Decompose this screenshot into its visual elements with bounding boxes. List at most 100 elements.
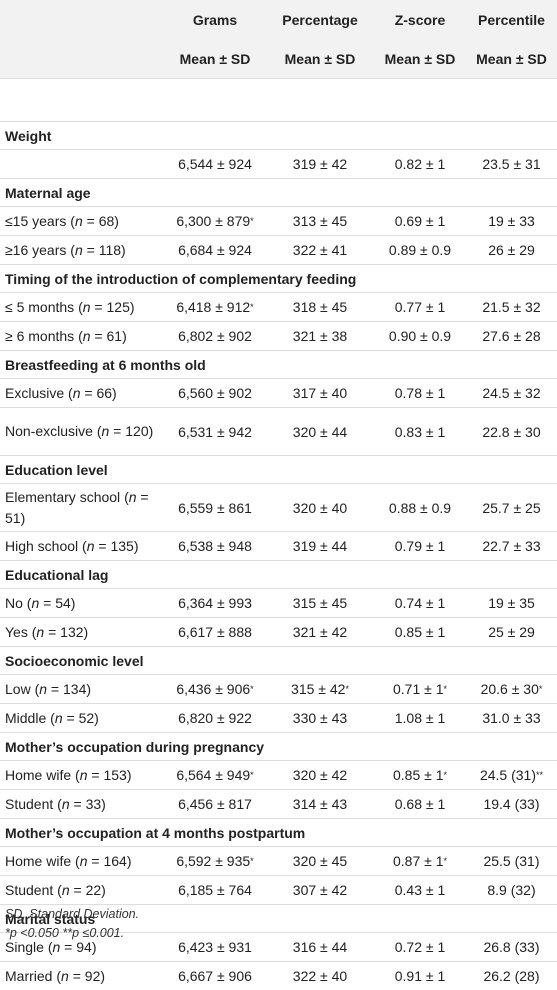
section-header-row: Weight [0, 121, 557, 149]
section-title: Mother’s occupation during pregnancy [5, 738, 265, 755]
row-label: Non-exclusive (n = 120) [5, 408, 167, 455]
row-label-text: Home wife (n = 164) [5, 852, 132, 869]
percentage-value: 319 ± 42 [292, 156, 348, 172]
grams-value: 6,423 ± 931 [178, 939, 252, 955]
grams-value: 6,544 ± 924 [178, 156, 252, 172]
row-label: Home wife (n = 153) [5, 761, 167, 789]
z-score-value: 0.85 ± 1 [392, 767, 444, 783]
grams-value: 6,531 ± 942 [178, 423, 252, 440]
table-row: Student (n = 33) 6,456 ± 817 314 ± 43 0.68 … [0, 789, 557, 818]
grams-value-cell: 6,418 ± 912 * [176, 299, 254, 315]
grams-value: 6,185 ± 764 [178, 882, 252, 898]
percentage-value: 322 ± 40 [292, 968, 348, 984]
percentage-value: 320 ± 44 [292, 423, 348, 440]
percentage-value: 317 ± 40 [292, 385, 348, 401]
percentage-value: 318 ± 45 [292, 299, 348, 315]
z-score-value-cell: 0.79 ± 1 [374, 532, 466, 560]
table-row: ≥ 6 months (n = 61) 6,802 ± 902 321 ± 38 0.… [0, 321, 557, 350]
row-label-text: Student (n = 33) [5, 795, 106, 812]
z-score-value: 0.78 ± 1 [394, 385, 446, 401]
section-header-row: Timing of the introduction of complement… [0, 264, 557, 292]
row-label-text: Single (n = 94) [5, 938, 97, 955]
percentile-value: 27.6 ± 28 [482, 328, 541, 344]
section-header-row: Mother’s occupation during pregnancy [0, 732, 557, 760]
table-row: Non-exclusive (n = 120) 6,531 ± 942 320 ± … [0, 407, 557, 455]
percentage-value-cell: 320 ± 40 [266, 484, 374, 531]
table-header-row: Grams Percentage Z-score Percentile [0, 0, 557, 40]
percentile-value-cell: 26.2 (28) [466, 962, 557, 990]
z-score-value-cell: 0.77 ± 1 [374, 293, 466, 321]
z-score-value-cell: 0.85 ± 1 [374, 618, 466, 646]
section-header-row: Mother’s occupation at 4 months postpart… [0, 818, 557, 846]
row-label-text: Married (n = 92) [5, 967, 106, 984]
table-row: No (n = 54) 6,364 ± 993 315 ± 45 0.74 ± 1 19… [0, 588, 557, 617]
percentage-value-cell: 321 ± 42 [266, 618, 374, 646]
row-label: Low (n = 134) [5, 675, 167, 703]
percentage-value-cell: 316 ± 44 [266, 933, 374, 961]
percentage-value-cell: 320 ± 42 [266, 761, 374, 789]
percentile-value: 22.8 ± 30 [482, 423, 541, 440]
row-label: ≥16 years (n = 118) [5, 236, 167, 264]
row-label: ≤ 5 months (n = 125) [5, 293, 167, 321]
z-score-value: 0.88 ± 0.9 [388, 499, 452, 516]
table-row: ≤ 5 months (n = 125) 6,418 ± 912 * 318 ± 45… [0, 292, 557, 321]
percentile-value: 25.7 ± 25 [482, 499, 541, 516]
section-title: Timing of the introduction of complement… [5, 270, 357, 287]
table-row: Home wife (n = 153) 6,564 ± 949 * 320 ± 42 0… [0, 760, 557, 789]
percentile-value-cell: 25 ± 29 [466, 618, 557, 646]
percentile-value: 21.5 ± 32 [482, 299, 541, 315]
table-row: Elementary school (n = 51) 6,559 ± 861 320… [0, 483, 557, 531]
percentile-value: 26.2 (28) [483, 968, 540, 984]
subheader-percentage: Mean ± SD [284, 51, 356, 67]
z-score-value: 0.87 ± 1 [392, 853, 444, 869]
percentile-value: 8.9 (32) [487, 882, 536, 898]
table-row: Middle (n = 52) 6,820 ± 922 330 ± 43 1.08 ±… [0, 703, 557, 732]
row-label-text: Middle (n = 52) [5, 709, 99, 726]
percentage-value: 322 ± 41 [292, 242, 348, 258]
grams-value-cell: 6,560 ± 902 [166, 379, 264, 407]
percentile-value: 23.5 ± 31 [482, 156, 541, 172]
percentage-value: 330 ± 43 [292, 710, 348, 726]
table-row: High school (n = 135) 6,538 ± 948 319 ± 44… [0, 531, 557, 560]
percentile-value: 19.4 (33) [483, 796, 540, 812]
percentile-value-cell: 24.5 (31) ** [479, 767, 544, 783]
section-title: Socioeconomic level [5, 652, 144, 669]
z-score-value: 0.90 ± 0.9 [388, 328, 452, 344]
row-label-text: High school (n = 135) [5, 537, 139, 554]
row-label-text: Student (n = 22) [5, 881, 106, 898]
percentile-value-cell: 21.5 ± 32 [466, 293, 557, 321]
percentage-value-cell: 322 ± 41 [266, 236, 374, 264]
section-title: Educational lag [5, 566, 109, 583]
z-score-value-cell: 0.87 ± 1 * [392, 853, 447, 869]
section-title: Education level [5, 461, 108, 478]
grams-value: 6,564 ± 949 [176, 767, 251, 783]
percentage-value-cell: 319 ± 42 [266, 150, 374, 178]
z-score-value: 0.69 ± 1 [394, 213, 446, 229]
grams-value-cell: 6,456 ± 817 [166, 790, 264, 818]
percentage-value-cell: 321 ± 38 [266, 322, 374, 350]
row-label [5, 150, 167, 178]
grams-value-cell: 6,185 ± 764 [166, 876, 264, 904]
grams-value: 6,436 ± 906 [176, 681, 251, 697]
percentile-value-cell: 31.0 ± 33 [466, 704, 557, 732]
z-score-value-cell: 0.90 ± 0.9 [374, 322, 466, 350]
z-score-value: 0.89 ± 0.9 [388, 242, 452, 258]
z-score-value-cell: 0.89 ± 0.9 [374, 236, 466, 264]
percentage-value: 319 ± 44 [292, 538, 348, 554]
z-score-value: 0.77 ± 1 [394, 299, 446, 315]
grams-value-cell: 6,564 ± 949 * [176, 767, 254, 783]
table-row: Low (n = 134) 6,436 ± 906 * 315 ± 42 * 0.71 ±… [0, 674, 557, 703]
z-score-value-cell: 0.82 ± 1 [374, 150, 466, 178]
row-label: ≤15 years (n = 68) [5, 207, 167, 235]
row-label: No (n = 54) [5, 589, 167, 617]
z-score-value: 0.79 ± 1 [394, 538, 446, 554]
grams-value: 6,559 ± 861 [178, 499, 252, 516]
z-score-value-cell: 0.78 ± 1 [374, 379, 466, 407]
z-score-value-cell: 0.72 ± 1 [374, 933, 466, 961]
grams-value: 6,684 ± 924 [178, 242, 252, 258]
percentage-value: 316 ± 44 [292, 939, 348, 955]
z-score-value-cell: 0.43 ± 1 [374, 876, 466, 904]
grams-value-cell: 6,684 ± 924 [166, 236, 264, 264]
section-title: Mother’s occupation at 4 months postpart… [5, 824, 306, 841]
percentile-value: 24.5 ± 32 [482, 385, 541, 401]
